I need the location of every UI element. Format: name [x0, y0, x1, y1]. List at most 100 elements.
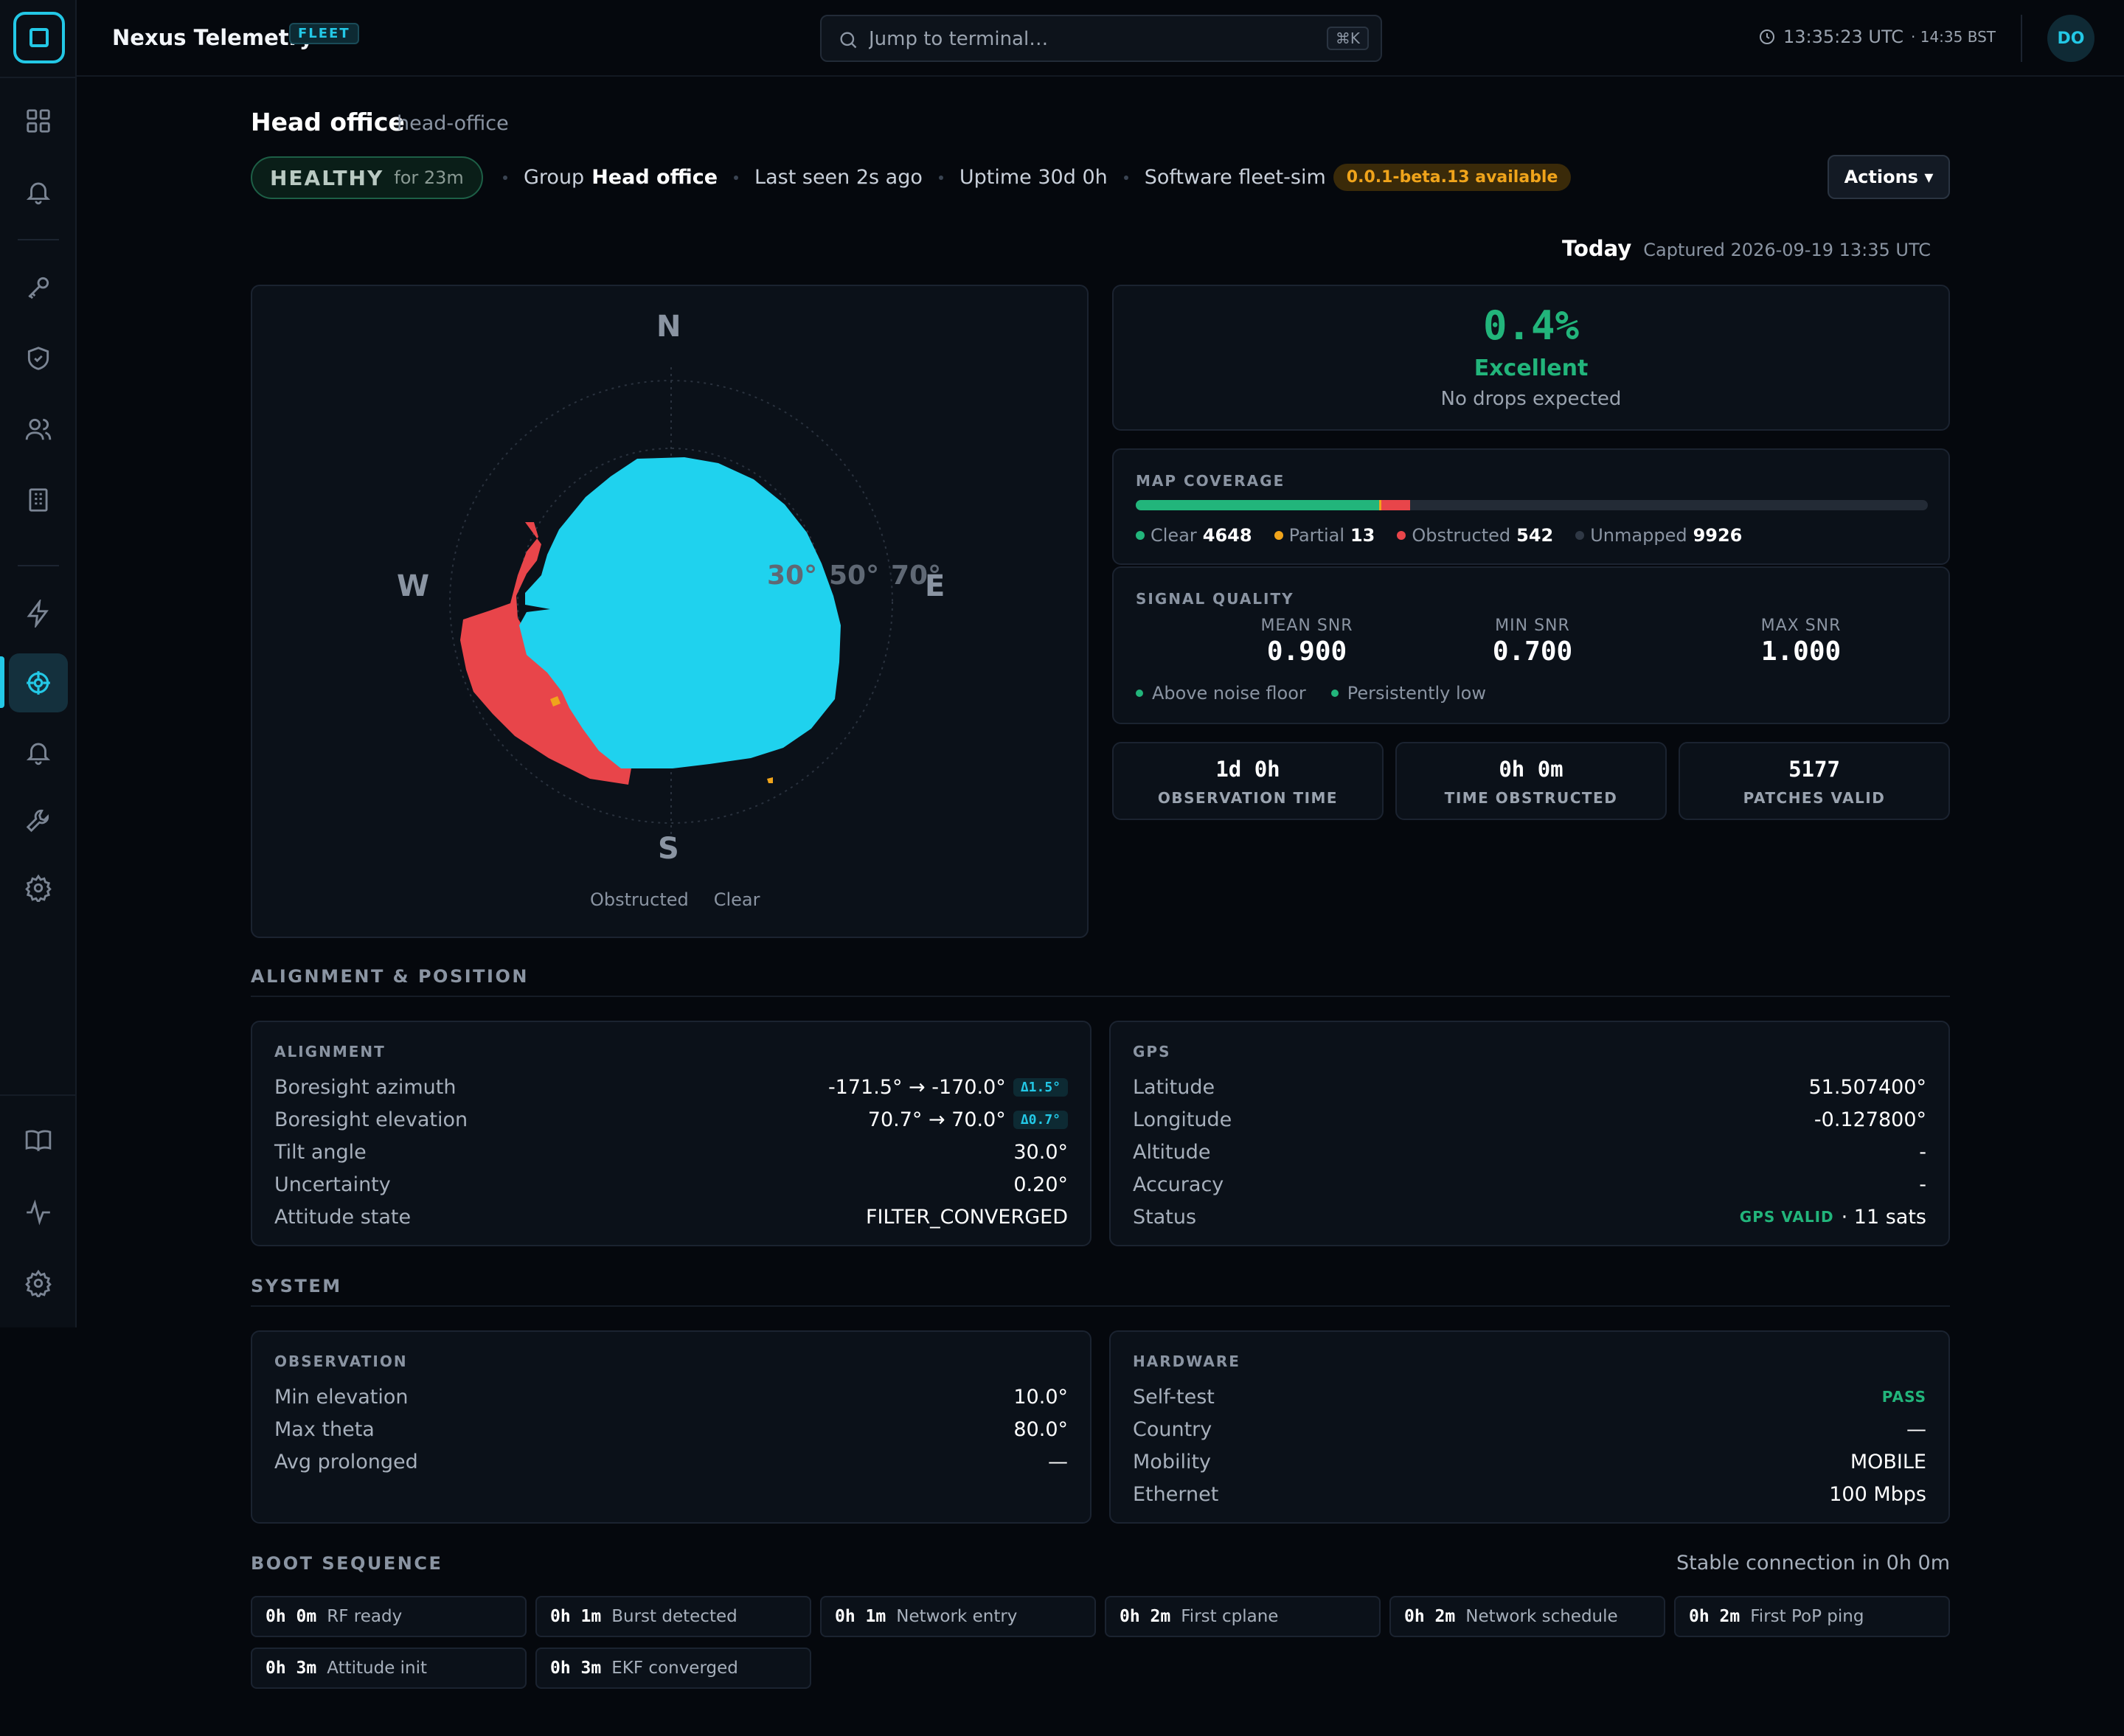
clock: 13:35:23 UTC · 14:35 BST [1758, 27, 1996, 47]
status-duration: for 23m [394, 167, 464, 188]
alerts-bell-icon[interactable] [9, 162, 68, 221]
compass-east: E [925, 569, 945, 603]
actions-button[interactable]: Actions ▾ [1828, 155, 1950, 199]
page-title: Head office [251, 108, 405, 136]
min-snr-value: 0.700 [1492, 636, 1573, 667]
boot-section-title: BOOT SEQUENCE [251, 1553, 443, 1574]
signal-legend-item: Persistently low [1347, 683, 1486, 704]
boot-step: 0h 1m Network entry [820, 1596, 1096, 1637]
partial-region [767, 777, 773, 783]
hardware-card: HARDWARE Self-test PASS Country — Mobility… [1109, 1330, 1950, 1524]
update-available-badge[interactable]: 0.0.1-beta.13 available [1333, 164, 1572, 191]
kv-value: FILTER_CONVERGED [866, 1205, 1068, 1229]
book-icon[interactable] [9, 1111, 68, 1170]
unmapped-dot-icon [1575, 531, 1585, 540]
mean-snr-label: MEAN SNR [1260, 617, 1353, 635]
boot-step-label: EKF converged [611, 1659, 738, 1678]
sidebar-divider [0, 1094, 77, 1096]
app-title: Nexus Telemetry [112, 25, 313, 50]
section-divider [251, 1305, 1950, 1307]
users-icon[interactable] [9, 400, 68, 459]
kv-row: Latitude 51.507400° [1133, 1071, 1926, 1103]
coverage-legend: Clear 4648 Partial 13 Obstructed 542 Unmapp… [1136, 525, 1742, 546]
terminal-meta: Group Head office Last seen 2s ago Uptime… [487, 164, 1572, 191]
ring-label-50: 50° [829, 560, 880, 591]
dashboard-grid-icon[interactable] [9, 91, 68, 150]
kv-value: 30.0° [1013, 1140, 1068, 1164]
sidebar [0, 0, 77, 1327]
user-avatar[interactable]: DO [2047, 15, 2094, 62]
kv-value: 10.0° [1013, 1385, 1068, 1409]
kv-row: Altitude - [1133, 1136, 1926, 1168]
signal-quality-card: SIGNAL QUALITY MEAN SNR 0.900 MIN SNR 0.… [1112, 566, 1950, 724]
boot-step-label: First PoP ping [1750, 1607, 1864, 1626]
kv-row: Boresight elevation 70.7° → 70.0° Δ0.7° [274, 1103, 1068, 1136]
unmapped-count: 9926 [1693, 525, 1743, 546]
min-snr: MIN SNR 0.700 [1422, 617, 1643, 667]
search-input[interactable] [869, 27, 1282, 52]
bolt-icon[interactable] [9, 584, 68, 643]
boot-step-label: Network schedule [1465, 1607, 1618, 1626]
boot-step: 0h 2m First cplane [1105, 1596, 1381, 1637]
boot-step-time: 0h 2m [1120, 1607, 1171, 1626]
settings-gear-icon[interactable] [9, 1254, 68, 1313]
kv-key: Country [1133, 1417, 1212, 1441]
kv-row: Tilt angle 30.0° [274, 1136, 1068, 1168]
kv-key: Avg prolonged [274, 1450, 418, 1473]
coverage-title: MAP COVERAGE [1136, 472, 1285, 490]
settings-gear-icon[interactable] [9, 858, 68, 917]
boot-step-label: Burst detected [611, 1607, 738, 1626]
delta-badge: Δ1.5° [1013, 1077, 1068, 1097]
ring-label-70: 70° [891, 560, 942, 591]
app-logo[interactable] [13, 12, 65, 63]
wrench-icon[interactable] [9, 791, 68, 850]
boot-step-label: Network entry [896, 1607, 1018, 1626]
key-icon[interactable] [9, 258, 68, 317]
boot-step-label: RF ready [327, 1607, 403, 1626]
boot-step: 0h 3m Attitude init [251, 1648, 527, 1689]
boot-step: 0h 2m First PoP ping [1674, 1596, 1950, 1637]
kv-value: - [1919, 1173, 1926, 1196]
gps-card: GPS Latitude 51.507400° Longitude -0.12780… [1109, 1021, 1950, 1246]
group-label: Group [524, 166, 585, 189]
stat-observation-time: 1d 0h OBSERVATION TIME [1112, 742, 1384, 820]
obstructed-count: 542 [1516, 525, 1554, 546]
ring-label-30: 30° [767, 560, 818, 591]
boot-step-time: 0h 2m [1689, 1607, 1740, 1626]
satellite-dish-icon[interactable] [9, 653, 68, 712]
boot-step: 0h 2m Network schedule [1389, 1596, 1665, 1637]
legend-obstructed: Obstructed [590, 889, 689, 910]
kv-value: 80.0° [1013, 1417, 1068, 1441]
stat-value: 1d 0h [1215, 757, 1280, 782]
kv-key: Min elevation [274, 1385, 409, 1409]
obstructed-dot-icon [1397, 531, 1406, 540]
meta-separator [503, 175, 507, 180]
shield-icon[interactable] [9, 329, 68, 388]
boot-step-time: 0h 3m [550, 1659, 602, 1678]
legend-label: Obstructed [1412, 525, 1511, 546]
terminal-search[interactable]: ⌘K [820, 15, 1382, 62]
stat-value: 5177 [1788, 757, 1840, 782]
section-divider [251, 996, 1950, 997]
boot-step-time: 0h 2m [1404, 1607, 1456, 1626]
activity-icon[interactable] [9, 1183, 68, 1242]
clock-icon [1760, 29, 1774, 44]
active-nav-indicator [0, 656, 4, 708]
max-snr-value: 1.000 [1760, 636, 1842, 667]
building-icon[interactable] [9, 471, 68, 530]
kv-key: Altitude [1133, 1140, 1211, 1164]
kv-value: -0.127800° [1814, 1108, 1926, 1131]
coverage-bar [1136, 500, 1928, 510]
kv-key: Ethernet [1133, 1482, 1219, 1506]
sidebar-divider [0, 77, 77, 78]
gps-rows: Latitude 51.507400° Longitude -0.127800° A… [1133, 1071, 1926, 1233]
clear-dot-icon [1136, 531, 1145, 540]
notifications-bell-icon[interactable] [9, 723, 68, 782]
obstruction-map [449, 367, 893, 838]
fleet-badge: FLEET [289, 23, 359, 44]
kv-key: Attitude state [274, 1205, 412, 1229]
map-coverage-card: MAP COVERAGE Clear 4648 Partial 13 Obstruc… [1112, 448, 1950, 565]
kv-key: Longitude [1133, 1108, 1232, 1131]
mean-snr-value: 0.900 [1266, 636, 1347, 667]
boot-step: 0h 0m RF ready [251, 1596, 527, 1637]
